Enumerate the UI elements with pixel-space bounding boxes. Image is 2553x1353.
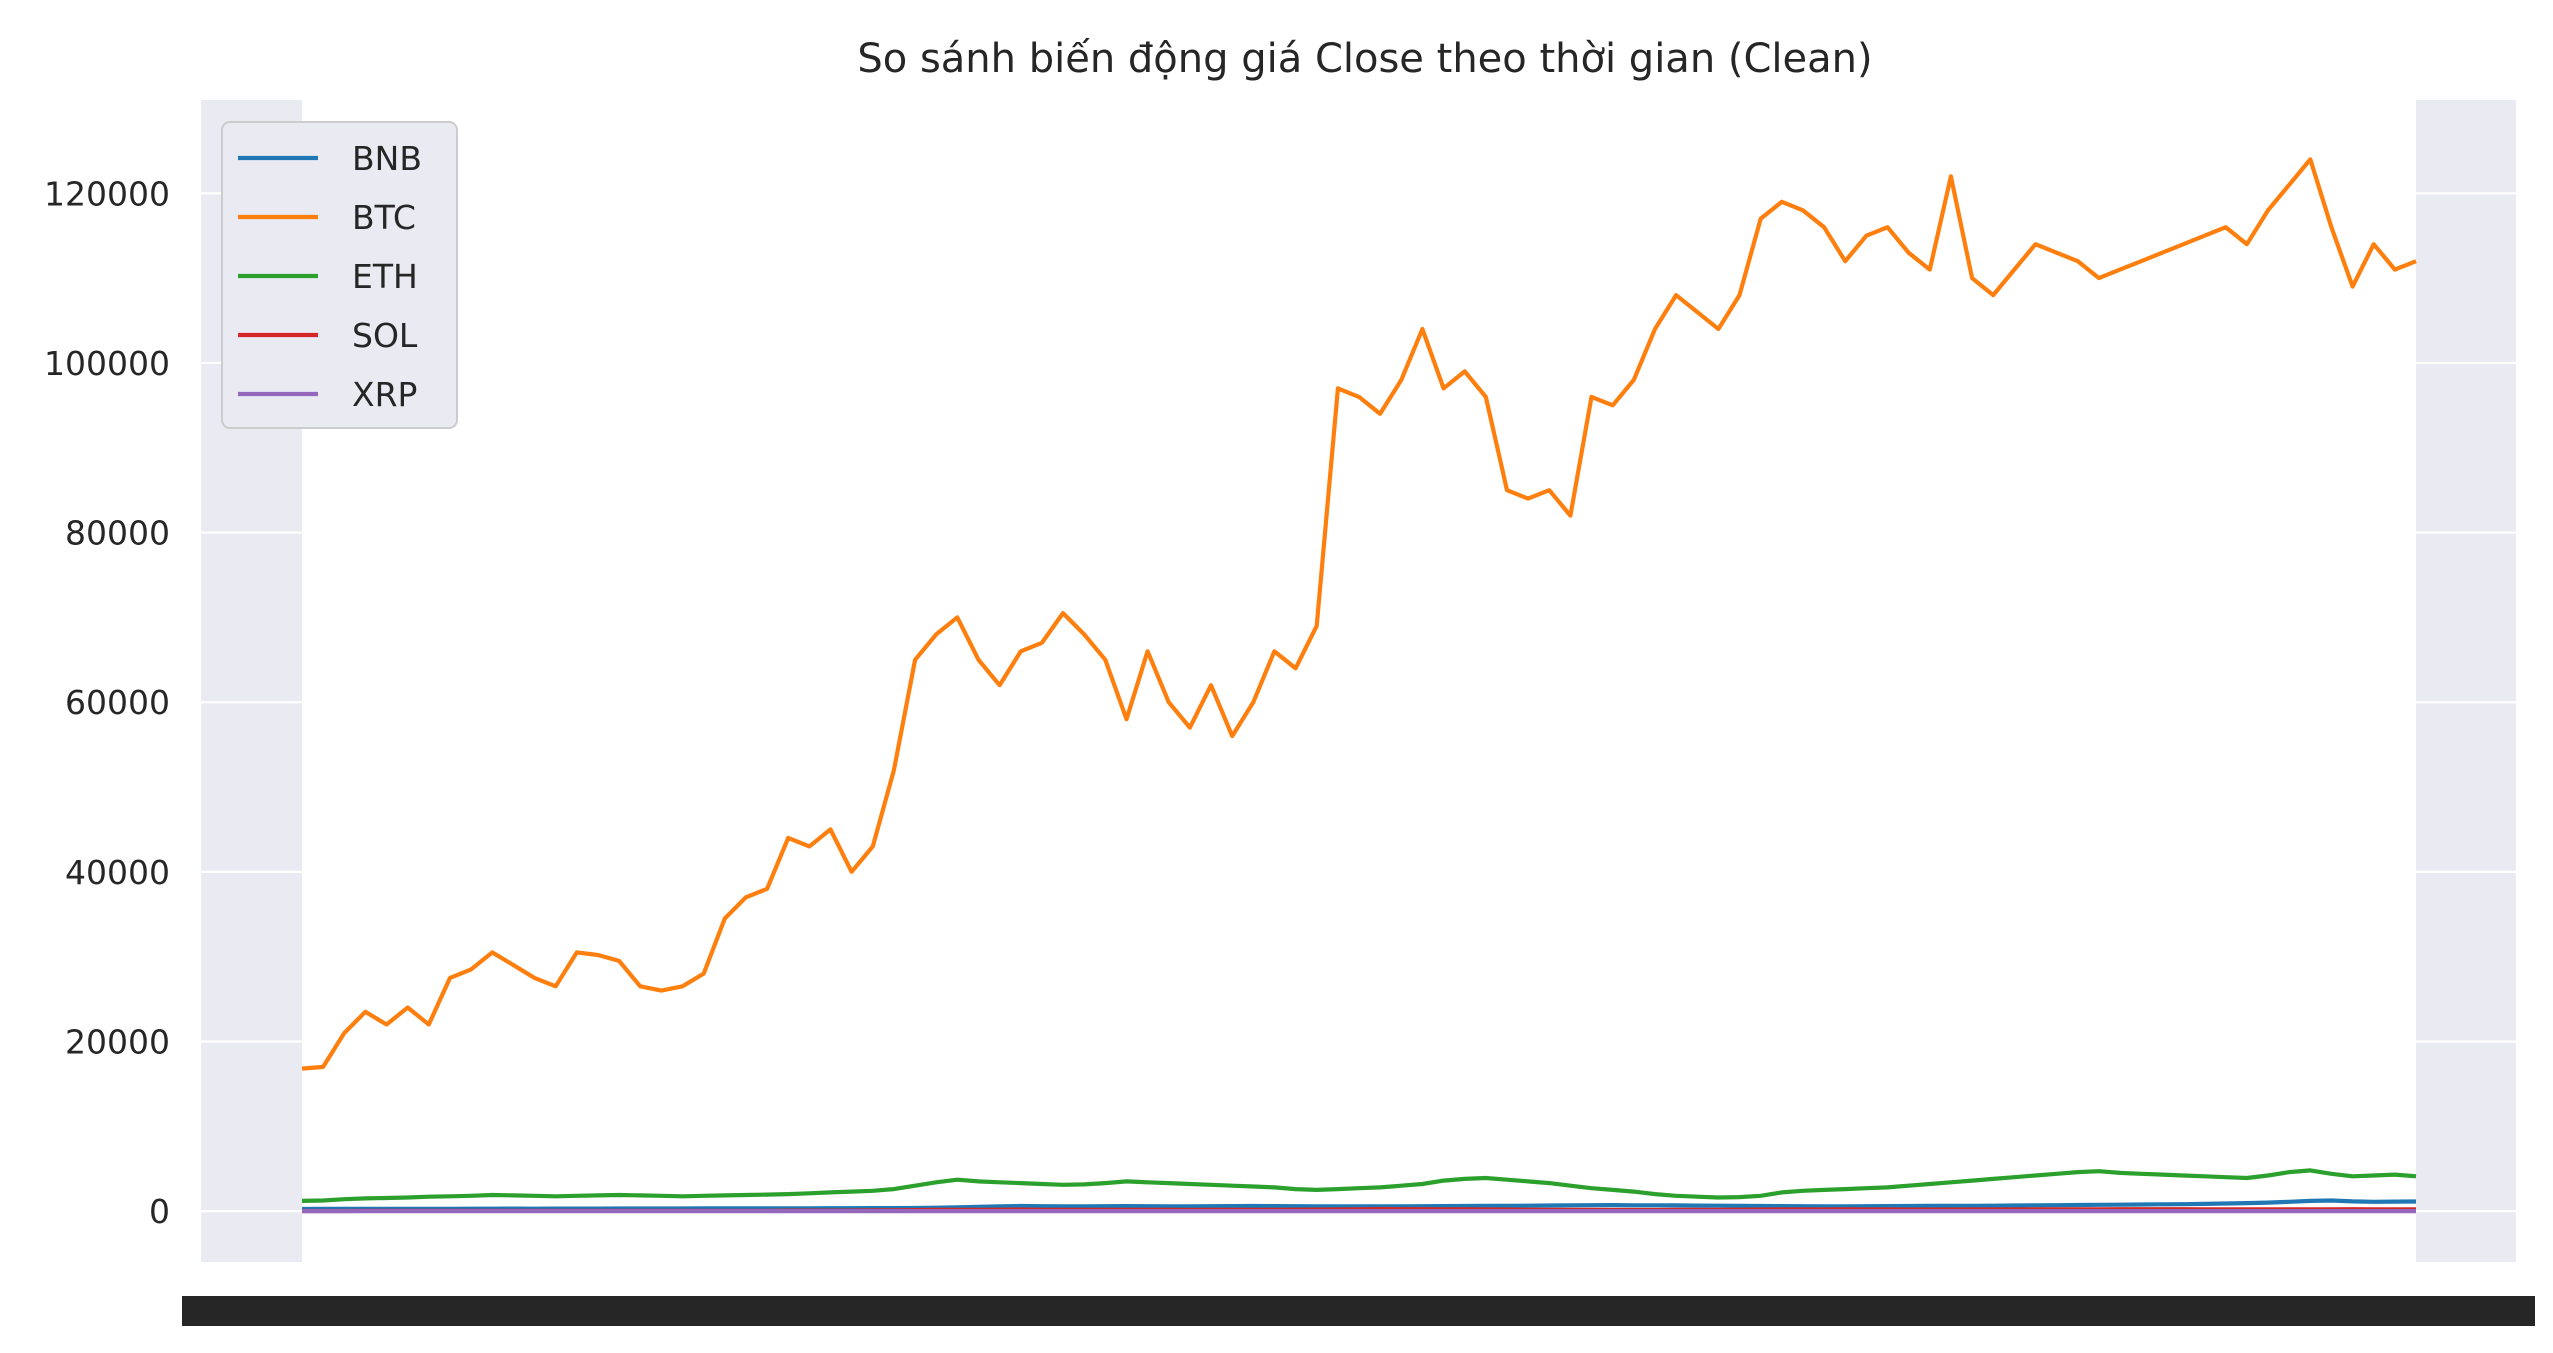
- series-line-btc: [301, 157, 2417, 1071]
- legend-label-bnb: BNB: [352, 139, 422, 178]
- y-tick-label: 100000: [44, 344, 170, 383]
- series-line-bnb: [301, 1198, 2417, 1212]
- y-tick-label: 80000: [65, 514, 170, 553]
- y-tick-label: 0: [149, 1192, 170, 1231]
- y-tick-label: 40000: [65, 853, 170, 892]
- legend-label-xrp: XRP: [352, 375, 417, 414]
- legend: BNB BTC ETH SOL XRP: [221, 121, 458, 429]
- gridlines: [198, 100, 2519, 1262]
- legend-label-sol: SOL: [352, 316, 418, 355]
- series-lines: [301, 157, 2417, 1214]
- y-tick-labels: 0 20000 40000 60000 80000 100000 120000: [44, 174, 170, 1231]
- series-line-eth: [301, 1168, 2417, 1203]
- y-tick-label: 120000: [44, 174, 170, 213]
- legend-box: [221, 121, 458, 429]
- chart-title: So sánh biến động giá Close theo thời gi…: [857, 36, 1872, 82]
- legend-label-eth: ETH: [352, 257, 418, 296]
- x-tick-label: [2499, 1296, 2535, 1326]
- legend-label-btc: BTC: [352, 198, 416, 237]
- y-tick-label: 60000: [65, 683, 170, 722]
- x-tick-labels: [182, 1296, 2535, 1326]
- y-tick-label: 20000: [65, 1022, 170, 1061]
